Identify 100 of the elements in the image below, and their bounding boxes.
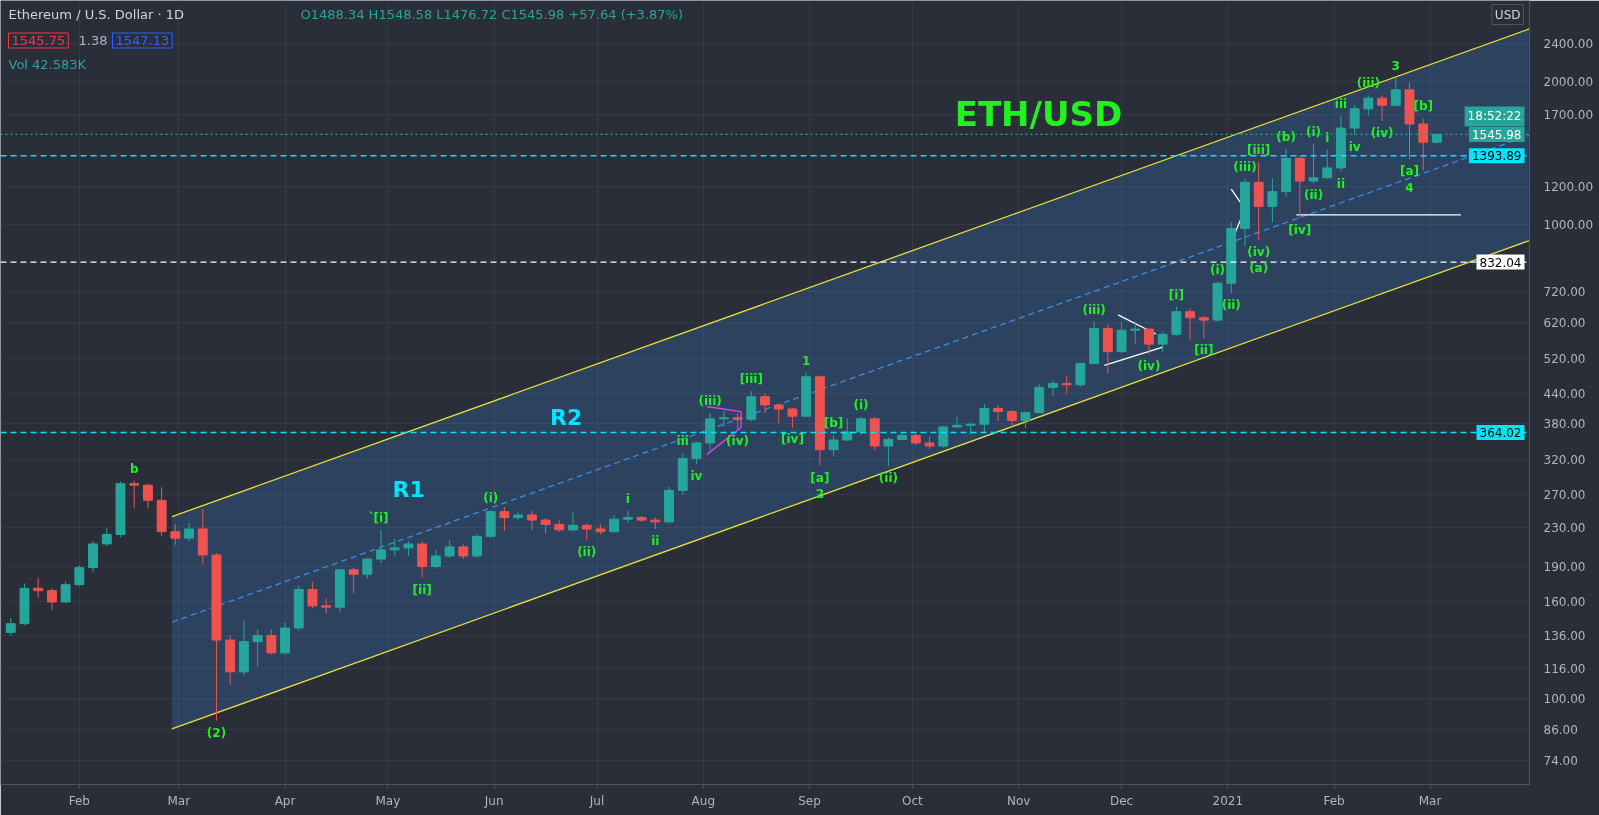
candlestick — [526, 510, 537, 531]
candlestick — [472, 533, 482, 559]
candlestick — [1377, 95, 1388, 122]
y-tick-label: 86.00 — [1543, 723, 1578, 738]
y-tick-label: 270.00 — [1543, 487, 1586, 502]
y-tick-label: 380.00 — [1543, 417, 1586, 432]
annotation: iii — [676, 434, 689, 449]
candlestick — [1322, 149, 1333, 180]
annotation: (iii) — [1233, 160, 1257, 175]
candlestick — [74, 564, 85, 587]
candlestick — [1130, 321, 1141, 345]
candlestick — [1116, 321, 1127, 354]
annotation: [ii] — [412, 582, 432, 597]
candlestick — [46, 587, 57, 611]
candlestick — [252, 628, 263, 667]
annotation: [iv] — [1288, 223, 1312, 238]
candlestick — [746, 390, 757, 422]
annotation: ii — [1336, 176, 1346, 191]
candlestick — [568, 511, 578, 533]
y-axis-title: USD — [1494, 7, 1521, 22]
annotation: 1.38 — [78, 33, 108, 48]
candlestick — [1006, 409, 1017, 429]
annotation: 1 — [801, 353, 811, 368]
candlestick — [1171, 306, 1182, 337]
y-tick-label: 520.00 — [1543, 352, 1586, 367]
candlestick — [760, 392, 770, 414]
annotation: [i] — [1168, 287, 1184, 302]
annotation: R1 — [392, 477, 425, 502]
candlestick — [856, 416, 866, 436]
annotation: 4 — [1405, 180, 1414, 195]
y-tick-label: 230.00 — [1543, 520, 1586, 535]
x-tick-label: Feb — [68, 793, 90, 808]
x-tick-label: 2021 — [1212, 793, 1244, 808]
candlestick — [993, 404, 1004, 422]
candlestick — [1048, 379, 1058, 397]
annotation: (i) — [483, 490, 499, 505]
candlestick — [979, 403, 990, 433]
candlestick — [622, 510, 633, 524]
annotation: (2) — [206, 725, 227, 740]
candlestick — [1390, 76, 1401, 107]
annotation: iii — [1334, 97, 1348, 112]
annotation: (a) — [1249, 261, 1269, 276]
annotation: [a] — [810, 470, 830, 485]
candlestick — [1418, 117, 1429, 171]
annotation: R2 — [550, 405, 583, 431]
annotation: [iii] — [1247, 143, 1271, 158]
candlestick — [142, 483, 153, 509]
candlestick — [1185, 307, 1196, 341]
annotation: iv — [690, 469, 703, 484]
text: ETH/USD — [954, 93, 1123, 134]
candlestick — [1294, 155, 1305, 219]
y-tick-label: 74.00 — [1543, 754, 1578, 769]
annotation: (iii) — [1356, 76, 1381, 91]
annotation: (iv) — [1247, 245, 1271, 260]
candlestick — [828, 434, 839, 458]
annotation: (b) — [1276, 130, 1296, 145]
annotation: b — [129, 461, 139, 476]
annotation: (ii) — [1303, 188, 1324, 203]
candlestick — [376, 529, 386, 564]
annotation: (iv) — [726, 434, 750, 449]
annotation: O1488.34 H1548.58 L1476.72 C1545.98 +57.64 (+3.87%) — [300, 7, 683, 22]
candlestick — [1198, 315, 1209, 339]
annotation: (i) — [853, 397, 869, 412]
annotation: [iii] — [739, 372, 763, 387]
y-tick-label: 136.00 — [1543, 628, 1586, 643]
annotation: 1545.75 — [11, 33, 66, 48]
annotation: 3 — [1391, 58, 1400, 73]
candlestick — [307, 581, 318, 610]
x-tick-label: Dec — [1109, 793, 1134, 808]
candlestick — [773, 403, 784, 425]
annotation: (ii) — [577, 545, 597, 560]
y-tick-label: 2000.00 — [1543, 74, 1594, 89]
annotation: [a] — [1399, 164, 1420, 179]
candlestick — [883, 436, 894, 467]
candlestick — [170, 523, 181, 546]
annotation: [i] — [373, 510, 389, 525]
candlestick — [33, 577, 44, 599]
candlestick — [430, 549, 441, 570]
y-tick-label: 160.00 — [1543, 595, 1586, 610]
annotation: (iv) — [1137, 359, 1161, 374]
ref-line-label: 1545.98 — [1471, 127, 1522, 142]
annotation: ii — [651, 533, 660, 548]
candlestick — [1363, 94, 1374, 116]
annotation: [ii] — [1194, 343, 1214, 358]
candlestick — [1157, 331, 1168, 353]
annotation: (i) — [1305, 125, 1322, 140]
x-tick-label: Nov — [1006, 793, 1031, 808]
candlestick — [842, 417, 853, 442]
y-tick-label: 320.00 — [1543, 452, 1586, 467]
candlestick — [1267, 177, 1278, 223]
y-tick-label: 190.00 — [1543, 560, 1586, 575]
y-tick-label: 720.00 — [1543, 285, 1586, 300]
candlestick — [1075, 362, 1086, 388]
x-tick-label: Jul — [588, 793, 605, 808]
annotation: (i) — [1209, 263, 1226, 278]
x-tick-label: Mar — [167, 793, 191, 808]
candlestick — [499, 506, 510, 532]
annotation: Vol 42.583K — [8, 57, 87, 72]
candlestick — [1144, 327, 1154, 355]
annotation: 18:52:22 — [1467, 109, 1522, 124]
